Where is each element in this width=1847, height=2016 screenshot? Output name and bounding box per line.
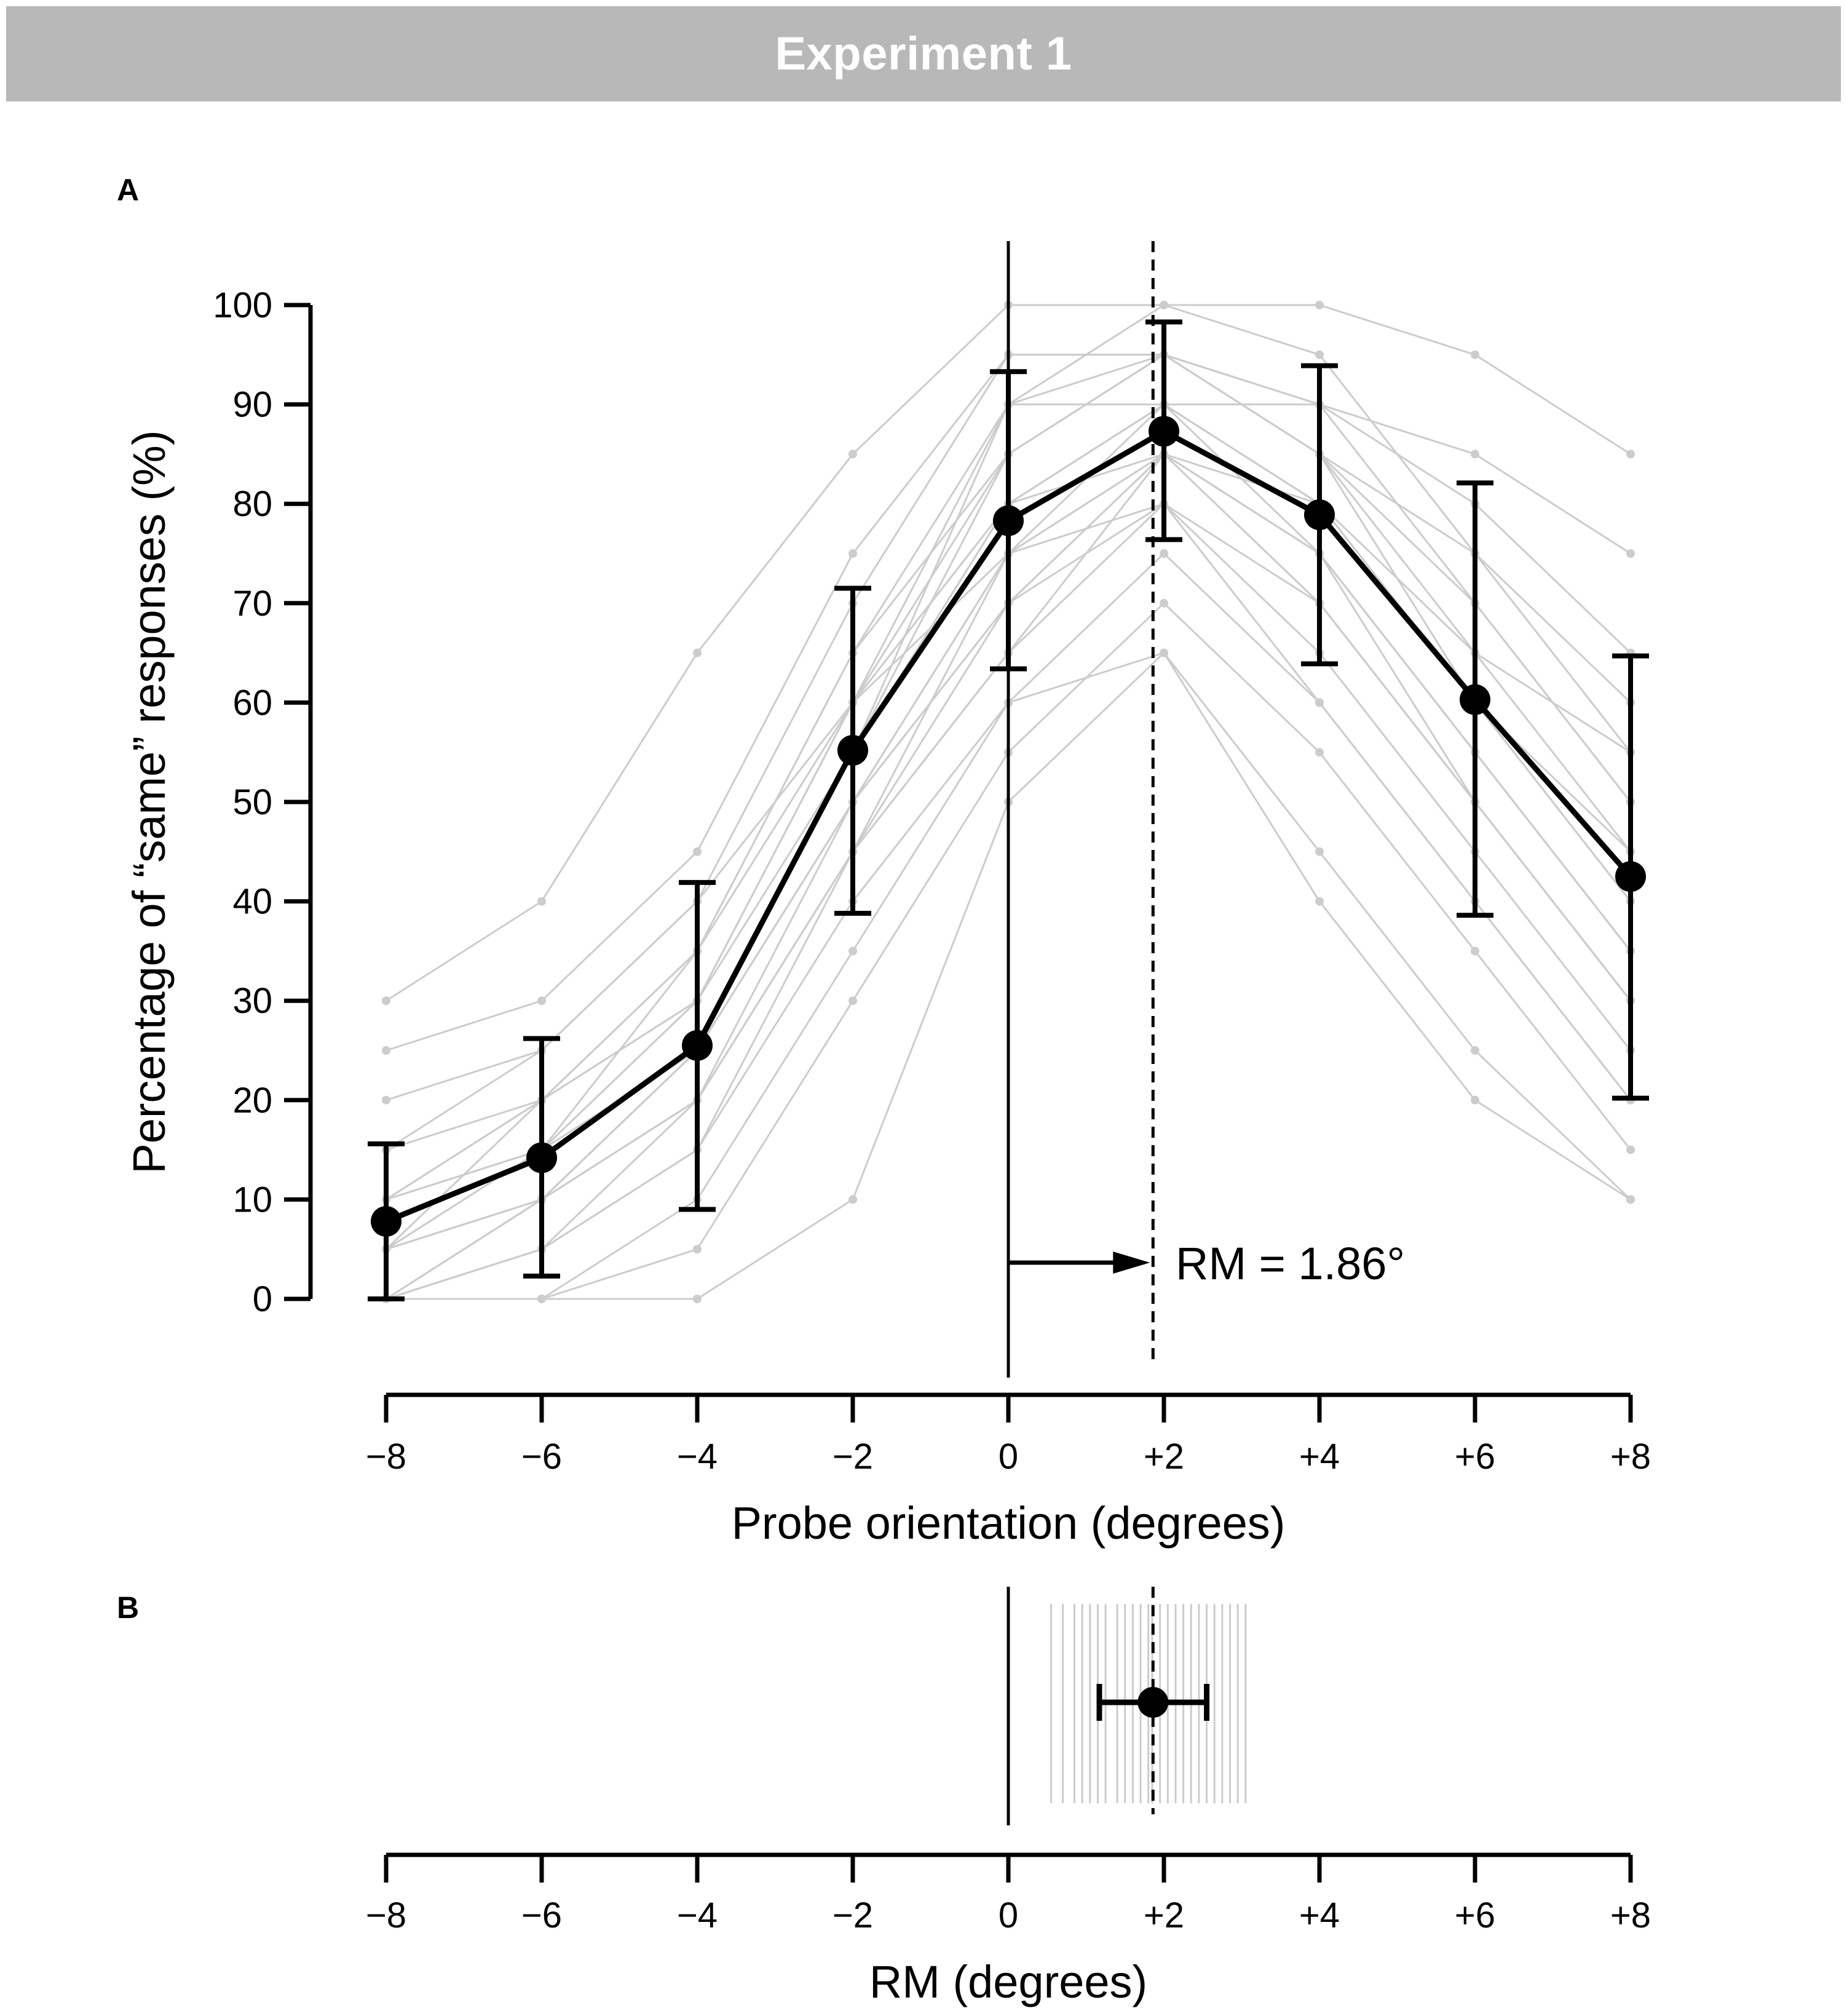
mean-point bbox=[837, 734, 868, 766]
x-tick-label-b: −6 bbox=[521, 1895, 562, 1935]
individual-point bbox=[1160, 549, 1168, 558]
x-tick-label: 0 bbox=[999, 1437, 1018, 1477]
individual-point bbox=[1160, 648, 1168, 657]
y-tick-label: 0 bbox=[253, 1279, 272, 1319]
individual-point bbox=[1471, 350, 1479, 359]
x-tick-label-b: +6 bbox=[1455, 1895, 1495, 1935]
x-tick-label: +8 bbox=[1610, 1437, 1651, 1477]
individual-point bbox=[537, 1295, 546, 1303]
individual-point bbox=[537, 996, 546, 1006]
individual-point bbox=[1471, 946, 1479, 956]
rm-arrow-head bbox=[1113, 1252, 1150, 1274]
individual-point bbox=[1471, 1046, 1479, 1055]
y-tick-label: 30 bbox=[232, 981, 272, 1021]
x-tick-label: −2 bbox=[833, 1437, 873, 1477]
mean-point bbox=[682, 1030, 713, 1061]
x-axis-title-b: RM (degrees) bbox=[869, 1956, 1147, 2007]
mean-point bbox=[993, 505, 1024, 536]
individual-point bbox=[1471, 1095, 1479, 1105]
x-tick-label: −8 bbox=[366, 1437, 406, 1477]
individual-point bbox=[848, 450, 857, 459]
rm-annotation: RM = 1.86° bbox=[1176, 1238, 1405, 1289]
individual-point bbox=[1626, 1195, 1635, 1204]
panel-label-a: A bbox=[117, 173, 140, 207]
individual-point bbox=[848, 946, 857, 956]
individual-point bbox=[1626, 1145, 1635, 1154]
x-axis-title: Probe orientation (degrees) bbox=[732, 1498, 1286, 1549]
individual-point bbox=[382, 1046, 390, 1055]
x-tick-label-b: −4 bbox=[677, 1895, 718, 1935]
individual-point bbox=[848, 549, 857, 558]
individual-point bbox=[1471, 450, 1479, 459]
y-tick-label: 20 bbox=[232, 1081, 272, 1121]
individual-point bbox=[1315, 847, 1324, 856]
mean-point bbox=[526, 1142, 557, 1173]
individual-point bbox=[848, 1195, 857, 1204]
rm-mean-point bbox=[1137, 1687, 1169, 1718]
panel-label-b: B bbox=[117, 1590, 140, 1625]
individual-point bbox=[1315, 301, 1324, 309]
individual-point bbox=[1626, 549, 1635, 558]
mean-point bbox=[1304, 499, 1335, 530]
header-bar: Experiment 1 bbox=[6, 6, 1841, 101]
individual-point bbox=[382, 996, 390, 1006]
individual-point bbox=[537, 897, 546, 906]
x-tick-label-b: +2 bbox=[1144, 1895, 1184, 1935]
individual-point bbox=[693, 1245, 702, 1254]
individual-point bbox=[848, 996, 857, 1006]
x-tick-label-b: −8 bbox=[366, 1895, 406, 1935]
x-tick-label: −6 bbox=[521, 1437, 562, 1477]
mean-point bbox=[1149, 416, 1179, 447]
x-tick-label: +6 bbox=[1455, 1437, 1495, 1477]
individual-point bbox=[382, 1095, 390, 1105]
panel-b-plot bbox=[384, 1587, 1633, 1883]
panel-a-plot bbox=[284, 241, 1649, 1423]
y-tick-label: 90 bbox=[232, 385, 272, 425]
x-tick-label: +2 bbox=[1144, 1437, 1184, 1477]
individual-point bbox=[1315, 897, 1324, 906]
mean-point bbox=[371, 1205, 401, 1237]
individual-point bbox=[1626, 450, 1635, 459]
mean-point bbox=[1615, 861, 1646, 892]
individual-point bbox=[693, 648, 702, 657]
x-tick-label: +4 bbox=[1299, 1437, 1340, 1477]
y-tick-label: 10 bbox=[232, 1180, 272, 1220]
individual-point bbox=[1315, 698, 1324, 707]
figure-title: Experiment 1 bbox=[775, 28, 1072, 80]
individual-point bbox=[1315, 748, 1324, 757]
x-tick-label-b: +4 bbox=[1299, 1895, 1340, 1935]
individual-point bbox=[1160, 301, 1168, 309]
individual-point bbox=[1315, 350, 1324, 359]
x-tick-label-b: 0 bbox=[999, 1895, 1018, 1935]
individual-point bbox=[693, 847, 702, 856]
y-tick-label: 70 bbox=[232, 584, 272, 624]
x-tick-label-b: +8 bbox=[1610, 1895, 1651, 1935]
x-tick-label-b: −2 bbox=[833, 1895, 873, 1935]
individual-point bbox=[693, 1295, 702, 1303]
y-tick-label: 80 bbox=[232, 484, 272, 524]
individual-point bbox=[1160, 598, 1168, 608]
y-axis-title: Percentage of “same” responses (%) bbox=[124, 430, 175, 1173]
y-tick-label: 100 bbox=[213, 285, 272, 325]
y-tick-label: 60 bbox=[232, 683, 272, 723]
x-tick-label: −4 bbox=[677, 1437, 718, 1477]
y-tick-label: 50 bbox=[232, 782, 272, 822]
y-tick-label: 40 bbox=[232, 882, 272, 922]
mean-point bbox=[1460, 684, 1490, 715]
